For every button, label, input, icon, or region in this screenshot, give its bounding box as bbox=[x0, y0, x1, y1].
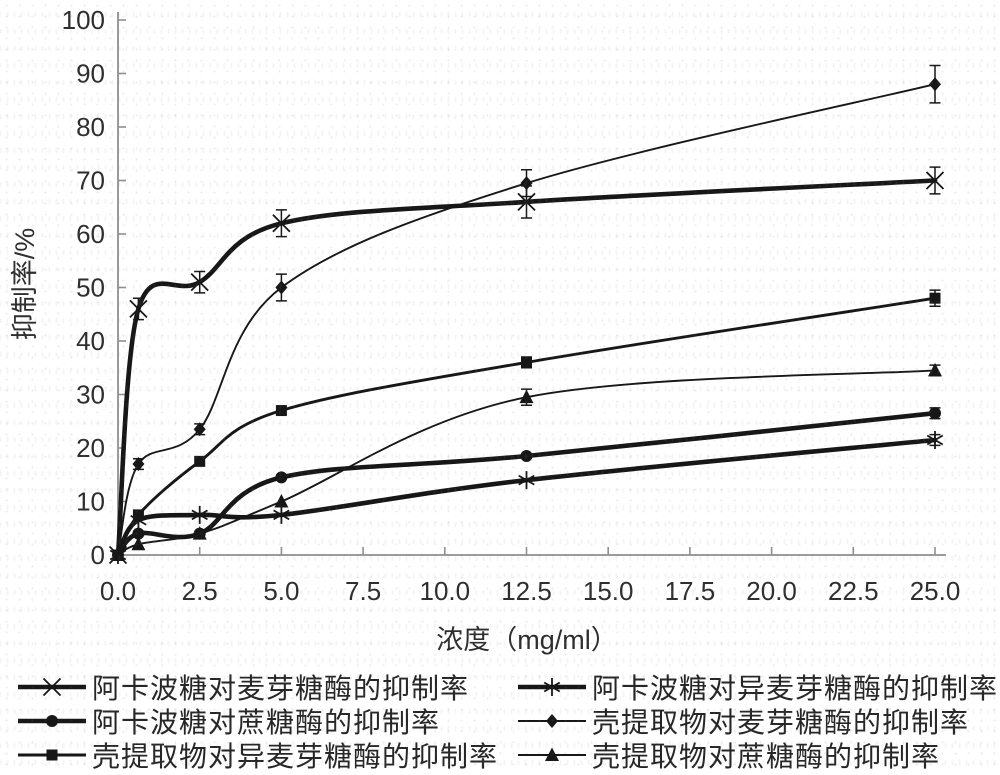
legend-label: 壳提取物对蔗糖酶的抑制率 bbox=[592, 741, 941, 772]
x-tick-label: 7.5 bbox=[345, 576, 381, 606]
circle-marker bbox=[520, 450, 533, 463]
y-tick-label: 50 bbox=[76, 273, 105, 303]
diamond-marker bbox=[520, 176, 533, 191]
asterisk-icon bbox=[543, 678, 561, 696]
x-tick-label: 17.5 bbox=[665, 576, 716, 606]
triangle-icon bbox=[545, 747, 559, 761]
triangle-legend-sample bbox=[518, 747, 586, 761]
legend-item-2: 阿卡波糖对蔗糖酶的抑制率 bbox=[0, 704, 500, 738]
x-cross-icon bbox=[42, 677, 62, 697]
y-tick-label: 10 bbox=[76, 487, 105, 517]
triangle-marker bbox=[274, 494, 289, 508]
asterisk-marker bbox=[273, 505, 290, 524]
square-icon bbox=[46, 749, 58, 761]
square-marker bbox=[521, 356, 532, 368]
x-tick-label: 10.0 bbox=[419, 576, 470, 606]
square-legend-sample bbox=[18, 749, 86, 761]
asterisk-marker bbox=[191, 505, 208, 524]
square-marker bbox=[194, 455, 206, 467]
x-cross-marker bbox=[272, 214, 291, 233]
y-tick-label: 70 bbox=[76, 166, 105, 196]
y-tick-label: 30 bbox=[76, 380, 105, 410]
triangle-marker bbox=[519, 389, 534, 404]
series-line bbox=[116, 296, 937, 557]
circle-marker bbox=[929, 407, 941, 420]
circle-legend-sample bbox=[18, 715, 86, 727]
legend-label: 阿卡波糖对蔗糖酶的抑制率 bbox=[92, 707, 441, 738]
x-cross-legend-sample bbox=[18, 677, 86, 697]
legend-label: 阿卡波糖对异麦芽糖酶的抑制率 bbox=[592, 673, 999, 704]
y-tick-label: 0 bbox=[91, 540, 105, 570]
triangle-marker bbox=[131, 536, 146, 551]
square-marker bbox=[275, 405, 287, 417]
y-tick-label: 100 bbox=[62, 5, 105, 35]
legend-item-4: 壳提取物对异麦芽糖酶的抑制率 bbox=[0, 738, 500, 772]
legend-item-1: 阿卡波糖对异麦芽糖酶的抑制率 bbox=[500, 670, 1000, 704]
legend-item-3: 壳提取物对麦芽糖酶的抑制率 bbox=[500, 704, 1000, 738]
diamond-icon bbox=[546, 714, 558, 728]
x-tick-label: 22.5 bbox=[828, 576, 879, 606]
axes bbox=[117, 12, 946, 556]
diamond-marker bbox=[193, 422, 206, 437]
square-marker bbox=[929, 292, 941, 304]
diamond-marker bbox=[275, 280, 288, 295]
x-cross-marker bbox=[190, 273, 209, 292]
asterisk-marker bbox=[926, 430, 944, 449]
triangle-marker bbox=[192, 526, 207, 540]
y-tick-label: 80 bbox=[76, 112, 105, 142]
x-cross-marker bbox=[517, 192, 536, 212]
diamond-legend-sample bbox=[518, 714, 586, 728]
x-tick-label: 25.0 bbox=[910, 576, 961, 606]
diamond-marker bbox=[132, 457, 145, 472]
legend-label: 壳提取物对麦芽糖酶的抑制率 bbox=[592, 707, 970, 738]
legend-item-5: 壳提取物对蔗糖酶的抑制率 bbox=[500, 738, 1000, 772]
x-cross-marker bbox=[129, 299, 148, 319]
triangle-marker bbox=[928, 362, 942, 377]
y-tick-label: 60 bbox=[76, 219, 105, 249]
triangle-marker bbox=[111, 547, 125, 561]
plot-area: 0 10 20 30 40 50 60 70 80 90 100 0.0 2.5 5.0 7.5 10.0 12… bbox=[62, 5, 961, 606]
square-marker bbox=[132, 509, 144, 521]
series-line bbox=[117, 369, 936, 556]
x-cross-marker bbox=[925, 171, 945, 190]
x-tick-label: 0.0 bbox=[100, 576, 136, 606]
x-tick-label: 20.0 bbox=[746, 576, 797, 606]
legend: 阿卡波糖对麦芽糖酶的抑制率 阿卡波糖对异麦芽糖酶的抑制率 阿卡波糖对蔗糖酶的抑制率壳… bbox=[0, 670, 1000, 772]
circle-icon bbox=[46, 715, 58, 727]
y-axis-title: 抑制率/% bbox=[10, 228, 40, 341]
legend-label: 阿卡波糖对麦芽糖酶的抑制率 bbox=[92, 673, 470, 704]
legend-item-0: 阿卡波糖对麦芽糖酶的抑制率 bbox=[0, 670, 500, 704]
x-tick-label: 2.5 bbox=[182, 576, 218, 606]
circle-marker bbox=[275, 471, 288, 484]
chart-canvas: 0 10 20 30 40 50 60 70 80 90 100 0.0 2.5 5.0 7.5 10.0 12… bbox=[10, 5, 961, 655]
y-tick-label: 20 bbox=[76, 433, 105, 463]
series-line bbox=[115, 410, 938, 558]
x-axis-title: 浓度（mg/ml） bbox=[436, 625, 618, 655]
asterisk-marker bbox=[518, 471, 535, 490]
y-tick-label: 90 bbox=[76, 59, 105, 89]
y-tick-label: 40 bbox=[76, 326, 105, 356]
legend-label: 壳提取物对异麦芽糖酶的抑制率 bbox=[92, 741, 499, 772]
series-line bbox=[115, 437, 938, 558]
x-tick-label: 5.0 bbox=[263, 576, 299, 606]
series-5 bbox=[111, 362, 942, 561]
x-tick-label: 15.0 bbox=[583, 576, 634, 606]
circle-marker bbox=[132, 527, 145, 540]
asterisk-legend-sample bbox=[518, 678, 586, 696]
x-tick-label: 12.5 bbox=[501, 576, 552, 606]
diamond-marker bbox=[929, 77, 941, 92]
series-line bbox=[115, 178, 938, 558]
